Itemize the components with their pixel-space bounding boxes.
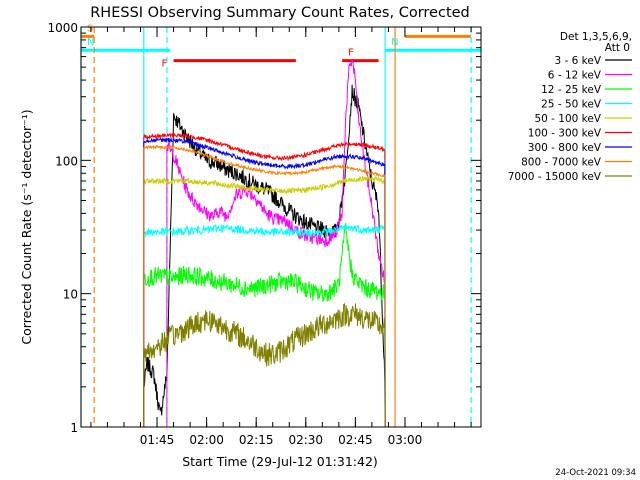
x-tick-label-0: 01:45 (140, 433, 175, 447)
y-axis-label: Corrected Count Rate (s⁻¹ detector⁻¹) (19, 109, 34, 344)
chart-title: RHESSI Observing Summary Count Rates, Co… (90, 5, 470, 21)
legend-header-detectors: Det 1,3,5,6,9, (560, 31, 632, 43)
y-tick-label-2: 100 (55, 154, 78, 168)
series-line-5 (143, 132, 386, 428)
series-line-3 (143, 223, 386, 428)
legend-label-2: 12 - 25 keV (541, 84, 602, 96)
legend-label-6: 300 - 800 keV (528, 142, 602, 154)
axes: 1 10 100 1000 01:45 02:00 02:15 02:30 02:45 03:00 (47, 21, 481, 447)
legend-label-3: 25 - 50 keV (541, 99, 602, 111)
legend-label-5: 100 - 300 keV (528, 128, 602, 140)
flag-label-4: F (348, 48, 354, 59)
y-tick-label-3: 1000 (47, 21, 78, 35)
flag-label-3: F (162, 59, 168, 70)
legend-label-0: 3 - 6 keV (554, 55, 601, 67)
plot-frame (80, 26, 482, 428)
series-line-8 (143, 302, 386, 428)
x-tick-label-5: 03:00 (388, 433, 423, 447)
flag-bars: SNNFF (81, 23, 481, 70)
series-line-1 (166, 59, 386, 427)
legend-label-8: 7000 - 15000 keV (508, 171, 602, 183)
x-tick-label-1: 02:00 (189, 433, 224, 447)
series-line-7 (143, 144, 386, 428)
x-tick-label-3: 02:30 (288, 433, 323, 447)
series-line-6 (143, 137, 386, 428)
legend-label-1: 6 - 12 keV (548, 70, 602, 82)
series-line-4 (143, 175, 386, 428)
flag-label-1: N (87, 37, 94, 48)
legend-header-attenuator: Att 0 (605, 42, 630, 54)
legend: Det 1,3,5,6,9,Att 0 3 - 6 keV 6 - 12 keV 12… (508, 31, 632, 183)
flag-label-0: S (87, 23, 93, 34)
generated-timestamp: 24-Oct-2021 09:34 (555, 468, 636, 478)
legend-label-7: 800 - 7000 keV (521, 157, 602, 169)
series-lines (143, 59, 386, 428)
x-tick-label-2: 02:15 (239, 433, 274, 447)
x-tick-label-4: 02:45 (338, 433, 373, 447)
x-axis-label: Start Time (29-Jul-12 01:31:42) (182, 454, 378, 469)
y-tick-label-1: 10 (63, 288, 78, 302)
y-tick-label-0: 1 (70, 421, 78, 435)
legend-label-4: 50 - 100 keV (534, 113, 601, 125)
